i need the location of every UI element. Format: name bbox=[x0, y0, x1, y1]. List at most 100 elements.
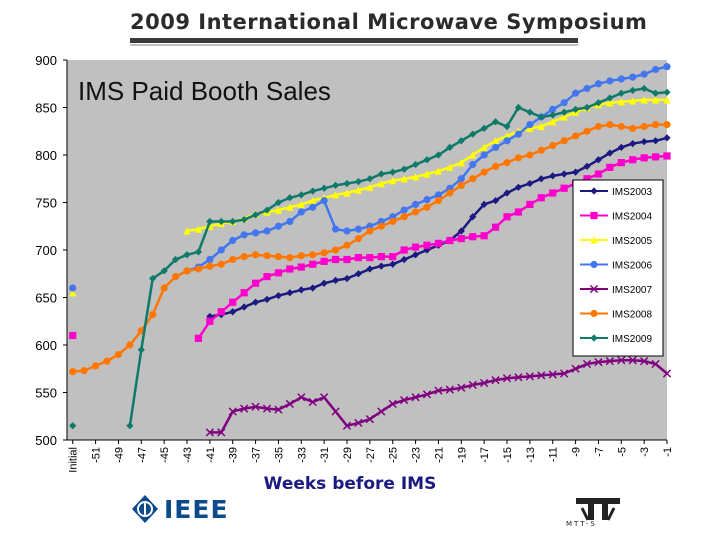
data-point bbox=[297, 252, 305, 260]
data-point bbox=[457, 181, 465, 189]
data-point bbox=[537, 371, 546, 380]
data-point bbox=[503, 189, 511, 197]
legend-marker bbox=[589, 284, 599, 294]
legend-label: IMS2006 bbox=[612, 261, 652, 272]
data-point bbox=[537, 175, 545, 183]
data-point bbox=[526, 108, 534, 116]
data-point bbox=[594, 357, 603, 367]
data-point bbox=[537, 146, 545, 154]
legend-label: IMS2007 bbox=[612, 285, 652, 296]
data-point bbox=[617, 159, 625, 167]
legend-marker bbox=[590, 334, 598, 342]
banner: 2009 International Microwave Symposium bbox=[0, 0, 720, 50]
data-point bbox=[251, 211, 260, 219]
data-point bbox=[366, 227, 374, 235]
data-point bbox=[297, 208, 305, 216]
data-point bbox=[274, 198, 283, 207]
data-point bbox=[480, 143, 488, 151]
data-point bbox=[434, 239, 443, 247]
data-point bbox=[331, 191, 340, 199]
data-point bbox=[468, 380, 477, 390]
data-point bbox=[331, 255, 340, 264]
data-point bbox=[285, 399, 294, 409]
series-ims2008 bbox=[69, 121, 671, 376]
data-point bbox=[434, 197, 443, 205]
data-point bbox=[549, 141, 557, 150]
x-tick-label: -23 bbox=[411, 447, 423, 463]
data-point bbox=[400, 395, 409, 405]
x-tick-label: -49 bbox=[113, 447, 125, 463]
data-point bbox=[320, 249, 328, 257]
data-point bbox=[91, 362, 100, 370]
ieee-logo-text: IEEE bbox=[164, 495, 229, 524]
data-point bbox=[594, 80, 603, 88]
data-point bbox=[240, 216, 248, 224]
data-point bbox=[491, 118, 500, 126]
legend-item-ims2008: IMS2008 bbox=[580, 310, 652, 321]
data-point bbox=[469, 160, 477, 169]
data-point bbox=[537, 194, 545, 202]
legend-item-ims2004: IMS2004 bbox=[580, 212, 652, 223]
data-point bbox=[480, 124, 488, 132]
x-tick-label: -31 bbox=[319, 447, 331, 463]
x-tick-label: -27 bbox=[365, 447, 377, 463]
data-point bbox=[103, 357, 111, 365]
data-point bbox=[309, 203, 317, 211]
data-point bbox=[309, 284, 317, 292]
data-point bbox=[354, 186, 363, 194]
data-point bbox=[423, 170, 431, 178]
ieee-logo-icon bbox=[132, 495, 158, 523]
data-point bbox=[331, 246, 340, 254]
data-point bbox=[343, 227, 351, 235]
data-point bbox=[606, 99, 614, 107]
data-point bbox=[526, 124, 534, 132]
data-point bbox=[297, 263, 305, 271]
legend-item-ims2009: IMS2009 bbox=[580, 334, 652, 345]
data-point bbox=[411, 173, 420, 181]
data-point bbox=[194, 265, 203, 273]
x-tick-label: -11 bbox=[548, 447, 560, 462]
x-tick-label: -13 bbox=[525, 447, 537, 463]
data-point bbox=[320, 184, 328, 192]
x-tick-label: -25 bbox=[388, 447, 400, 463]
data-point bbox=[560, 137, 568, 145]
data-point bbox=[549, 172, 557, 180]
data-point bbox=[286, 289, 294, 297]
data-point bbox=[274, 222, 283, 230]
data-point bbox=[617, 122, 625, 131]
data-point bbox=[217, 217, 225, 226]
data-point bbox=[640, 154, 648, 162]
data-point bbox=[617, 356, 626, 365]
data-point bbox=[640, 357, 649, 366]
data-point bbox=[526, 200, 534, 208]
data-point bbox=[240, 231, 248, 239]
data-point bbox=[514, 103, 523, 112]
y-tick-label: 650 bbox=[35, 291, 57, 306]
data-point bbox=[308, 397, 317, 407]
data-point bbox=[491, 223, 500, 231]
data-point bbox=[480, 151, 488, 159]
data-point bbox=[365, 414, 374, 424]
legend-box bbox=[572, 179, 664, 357]
data-point bbox=[526, 179, 534, 188]
legend-label: IMS2003 bbox=[612, 187, 652, 198]
x-tick-label: -3 bbox=[639, 447, 651, 457]
data-point bbox=[274, 253, 283, 261]
legend-label: IMS2004 bbox=[612, 212, 652, 223]
data-point bbox=[331, 225, 340, 233]
y-tick-label: 600 bbox=[35, 338, 57, 353]
data-point bbox=[343, 189, 351, 197]
data-point bbox=[160, 267, 168, 275]
data-point bbox=[389, 253, 397, 261]
data-point bbox=[503, 137, 511, 145]
data-point bbox=[469, 130, 477, 138]
data-point bbox=[377, 407, 386, 416]
data-point bbox=[183, 267, 191, 275]
data-point bbox=[149, 311, 157, 319]
data-point bbox=[480, 378, 489, 388]
data-point bbox=[491, 143, 500, 151]
data-point bbox=[69, 284, 77, 292]
data-point bbox=[206, 217, 214, 226]
data-point bbox=[206, 317, 214, 325]
x-tick-label: -5 bbox=[616, 447, 628, 457]
